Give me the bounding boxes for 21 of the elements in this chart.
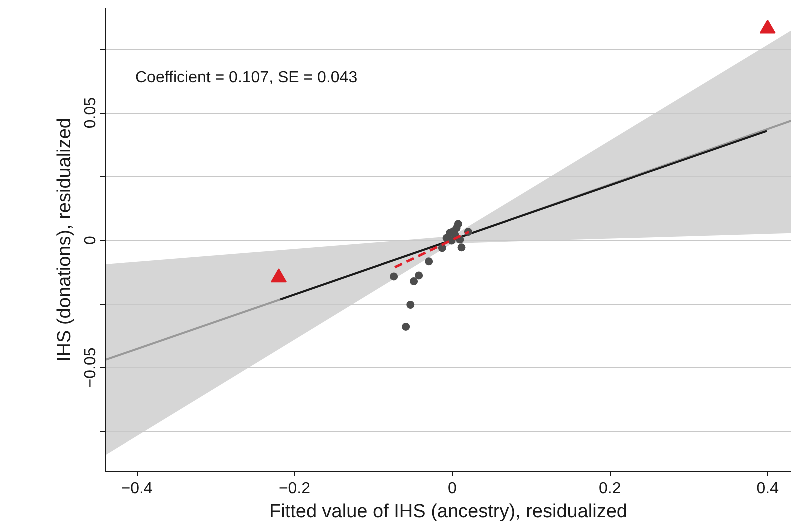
- x-tick-label: −0.2: [278, 480, 311, 498]
- x-tick-label: 0.4: [756, 480, 780, 498]
- x-tick-label: 0: [448, 480, 457, 498]
- point: [760, 20, 776, 34]
- point: [410, 278, 418, 286]
- y-tick-label: −0.05: [82, 348, 100, 388]
- y-tick-label: 0.05: [82, 97, 100, 129]
- annotation: Coefficient = 0.107, SE = 0.043: [136, 70, 358, 86]
- point: [402, 322, 410, 331]
- x-tick-label: 0.2: [599, 480, 622, 498]
- point: [415, 272, 424, 280]
- point: [458, 244, 466, 252]
- x-axis-title: Fitted value of IHS (ancestry), residualized: [270, 502, 628, 522]
- x-tick-label: −0.4: [121, 480, 153, 498]
- y-tick-label: 0: [82, 236, 100, 245]
- point: [438, 244, 446, 252]
- y-axis-title: IHS (donations), residualized: [54, 118, 76, 362]
- point: [425, 258, 434, 266]
- point: [406, 301, 415, 310]
- point: [454, 220, 462, 228]
- point: [390, 272, 398, 281]
